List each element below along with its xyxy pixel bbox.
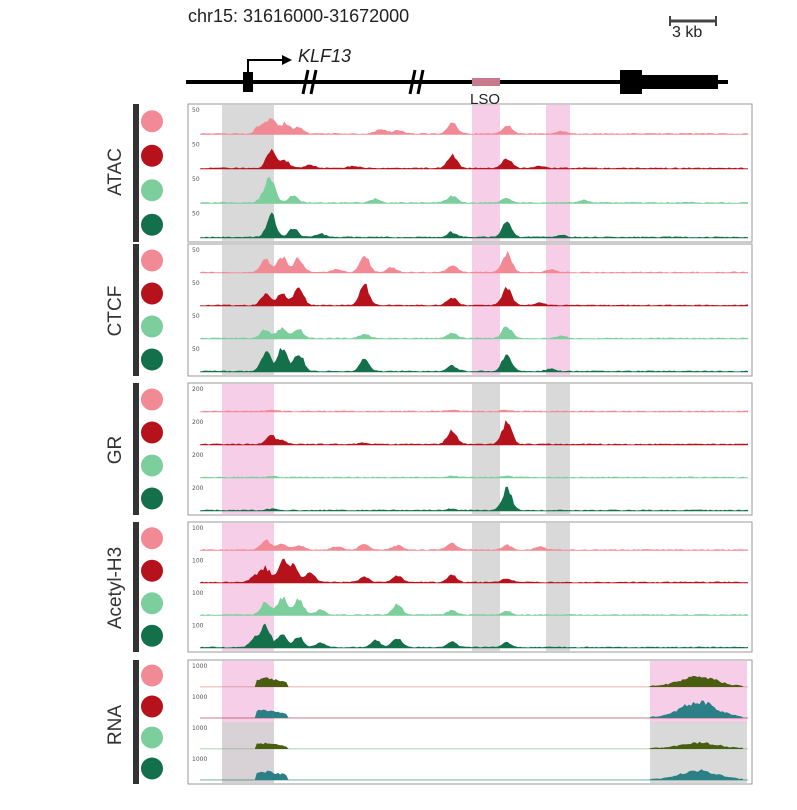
highlight-pink xyxy=(222,384,274,514)
panel-frame xyxy=(187,521,753,653)
sample-circle-treat_a xyxy=(141,695,163,718)
track-scale-label: 200 xyxy=(192,452,204,459)
axis-break-mark xyxy=(416,69,425,95)
panel-frame xyxy=(187,382,753,516)
track-scale-label: 50 xyxy=(192,313,200,320)
highlight-gray xyxy=(546,523,570,651)
highlight-pink xyxy=(546,105,570,241)
sample-circle-treat_b xyxy=(141,624,163,647)
scale-bar-label: 3 kb xyxy=(672,24,703,41)
track-scale-label: 100 xyxy=(192,623,204,630)
sample-circle-ctrl_b xyxy=(141,454,163,477)
sample-circle-treat_b xyxy=(141,757,163,780)
sample-circle-ctrl_b xyxy=(141,179,163,202)
axis-break-mark xyxy=(408,69,417,95)
panel-sidebar xyxy=(133,104,139,242)
track-scale-label: 1000 xyxy=(192,756,207,763)
sample-circle-ctrl_a xyxy=(141,388,163,411)
track-scale-label: 50 xyxy=(192,280,200,287)
panel-sidebar xyxy=(133,660,139,784)
track-scale-label: 100 xyxy=(192,558,204,565)
sample-circle-treat_a xyxy=(141,559,163,582)
sample-circle-treat_b xyxy=(141,487,163,510)
track-scale-label: 50 xyxy=(192,176,200,183)
track-scale-label: 50 xyxy=(192,346,200,353)
signal-track-ctrl_a xyxy=(200,539,748,551)
signal-track-treat_a xyxy=(200,700,748,718)
sample-circle-treat_a xyxy=(141,421,163,444)
gene-name: KLF13 xyxy=(298,46,352,66)
highlight-gray xyxy=(472,523,500,651)
track-scale-label: 1000 xyxy=(192,694,207,701)
sample-circle-treat_a xyxy=(141,282,163,305)
tss-arrow xyxy=(247,59,282,72)
signal-track-ctrl_a xyxy=(200,118,748,135)
lso-label: LSO xyxy=(470,91,501,108)
panel-label-acetyl-h3: Acetyl-H3 xyxy=(105,546,126,630)
sample-circle-ctrl_b xyxy=(141,726,163,749)
track-scale-label: 100 xyxy=(192,525,204,532)
lso-element xyxy=(472,78,500,86)
track-scale-label: 50 xyxy=(192,247,200,254)
panel-label-gr: GR xyxy=(105,435,126,465)
highlight-gray xyxy=(546,384,570,514)
tss-arrowhead xyxy=(282,55,292,65)
sample-circle-ctrl_a xyxy=(141,527,163,550)
sample-circle-ctrl_a xyxy=(141,110,163,133)
track-scale-label: 50 xyxy=(192,211,200,218)
track-scale-label: 100 xyxy=(192,590,204,597)
axis-break-mark xyxy=(309,69,318,95)
sample-circle-ctrl_a xyxy=(141,249,163,272)
panel-label-atac: ATAC xyxy=(105,148,126,196)
panel-frame xyxy=(187,103,753,243)
sample-circle-treat_b xyxy=(141,213,163,236)
highlight-gray xyxy=(472,384,500,514)
track-scale-label: 1000 xyxy=(192,725,207,732)
panel-label-ctcf: CTCF xyxy=(105,285,126,337)
sample-circle-treat_a xyxy=(141,144,163,167)
exon-3 xyxy=(620,70,642,94)
highlight-pink xyxy=(472,245,500,375)
sample-circle-treat_b xyxy=(141,348,163,371)
panel-label-rna: RNA xyxy=(105,704,126,746)
track-scale-label: 50 xyxy=(192,142,200,149)
exon-utr xyxy=(642,75,718,89)
signal-track-treat_b xyxy=(200,769,748,780)
axis-break-mark xyxy=(301,69,310,95)
highlight-pink xyxy=(472,105,500,241)
panel-sidebar xyxy=(133,244,139,376)
sample-circle-ctrl_b xyxy=(141,315,163,338)
signal-track-treat_b xyxy=(200,623,748,648)
panel-sidebar xyxy=(133,522,139,652)
track-scale-label: 50 xyxy=(192,107,200,114)
panel-sidebar xyxy=(133,383,139,515)
sample-circle-ctrl_a xyxy=(141,664,163,687)
signal-track-ctrl_b xyxy=(200,475,748,478)
signal-track-ctrl_b xyxy=(200,326,748,339)
signal-track-ctrl_b xyxy=(200,741,748,749)
signal-track-treat_a xyxy=(200,558,748,583)
signal-track-ctrl_a xyxy=(200,409,748,412)
signal-track-ctrl_b xyxy=(200,596,748,616)
track-scale-label: 1000 xyxy=(192,663,207,670)
exon-1 xyxy=(243,72,253,92)
sample-circle-ctrl_b xyxy=(141,592,163,615)
track-scale-label: 200 xyxy=(192,419,204,426)
track-scale-label: 200 xyxy=(192,386,204,393)
track-scale-label: 200 xyxy=(192,485,204,492)
signal-track-ctrl_a xyxy=(200,675,748,687)
region-coordinates: chr15: 31616000-31672000 xyxy=(188,6,410,26)
highlight-pink xyxy=(546,245,570,375)
